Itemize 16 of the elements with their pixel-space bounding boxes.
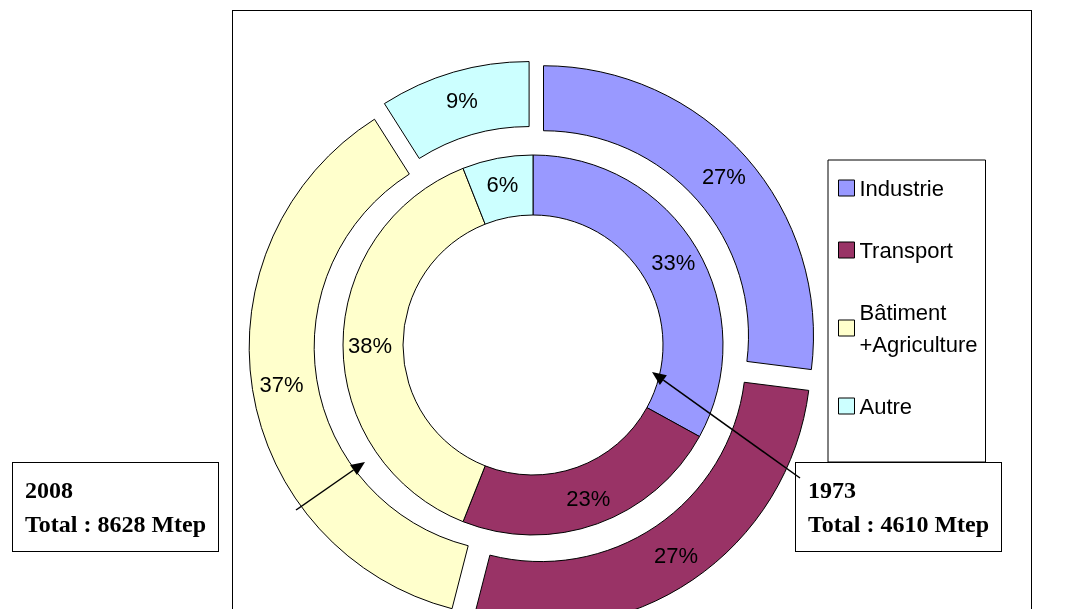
legend-label: Bâtiment +Agriculture [859, 299, 978, 357]
data-label: 27% [701, 164, 746, 190]
data-label: 33% [651, 249, 696, 275]
data-label: 37% [259, 372, 304, 398]
slice-label: 2008 [25, 476, 74, 505]
text: Total : 4610 Mtep [808, 510, 990, 539]
legend-label: Industrie [859, 175, 944, 201]
legend-label: Autre [859, 393, 913, 419]
data-label: 23% [566, 485, 611, 511]
data-label: 6% [486, 172, 519, 198]
data-label: 27% [654, 542, 699, 568]
slice-label: 1973 [808, 476, 857, 505]
data-label: 38% [347, 332, 393, 358]
text: Total : 8628 Mtep [25, 510, 207, 539]
data-label: 9% [446, 88, 478, 114]
legend-label: Transport [859, 237, 953, 263]
